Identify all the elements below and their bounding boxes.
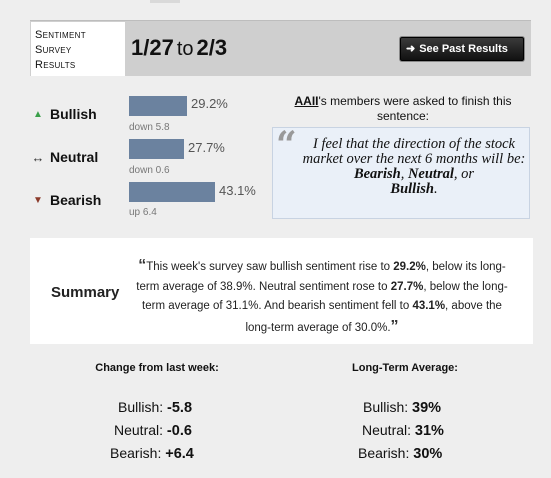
option-or: or	[461, 166, 475, 182]
neutral-row-label: ↔ Neutral	[31, 149, 99, 165]
date-to: to	[176, 38, 194, 60]
sentiment-survey-results-label: Sentiment Survey Results	[31, 22, 125, 76]
label-line: Sentiment	[35, 29, 86, 41]
results-header: Sentiment Survey Results 1/27 to 2/3 ➜ See …	[30, 20, 531, 76]
summary-panel: Summary “This week's survey saw bullish …	[30, 238, 533, 344]
change-value: -0.6	[166, 423, 192, 439]
quote-mark-icon: “	[276, 124, 297, 166]
change-label: Neutral:	[114, 422, 164, 438]
top-edge-fragment	[150, 0, 180, 3]
summary-title: Summary	[51, 284, 120, 301]
double-arrow-icon: ↔	[31, 149, 45, 165]
label-line: Results	[35, 59, 76, 71]
neutral-bar	[129, 139, 184, 159]
summary-neutral-value: 27.7%	[390, 280, 424, 293]
summary-text: “This week's survey saw bullish sentimen…	[133, 256, 511, 338]
bullish-row-label: ▲ Bullish	[31, 106, 97, 122]
close-quote-icon: ”	[390, 317, 399, 335]
bearish-bar	[129, 182, 215, 202]
survey-sentence: I feel that the direction of the stock m…	[302, 136, 526, 197]
summary-part: , above the long-term average of 30.0%.	[245, 300, 502, 334]
average-value: 31%	[414, 423, 444, 439]
summary-part: This week's survey saw bullish sentiment…	[146, 261, 394, 273]
neutral-change: down 0.6	[129, 165, 170, 176]
change-bearish: Bearish: +6.4	[110, 445, 194, 462]
change-from-last-week-title: Change from last week:	[95, 362, 219, 374]
summary-bearish-value: 43.1%	[412, 300, 446, 312]
date-end: 2/3	[196, 35, 228, 60]
see-past-results-button[interactable]: ➜ See Past Results	[400, 37, 524, 61]
summary-part: , below the long-term average of 31.1%. …	[142, 280, 508, 313]
date-start: 1/27	[131, 35, 174, 60]
prompt-text: 's members were asked to finish this sen…	[318, 94, 512, 123]
option-bearish: Bearish	[353, 166, 401, 182]
neutral-percent: 27.7%	[188, 140, 225, 155]
date-range: 1/27 to 2/3	[131, 35, 227, 61]
average-bearish: Bearish: 30%	[358, 445, 442, 462]
aaii-link[interactable]: AAII	[294, 94, 319, 108]
bearish-row-label: ▼ Bearish	[31, 192, 101, 208]
arrow-right-icon: ➜	[406, 43, 416, 55]
change-label: Bearish:	[110, 445, 162, 461]
see-past-results-label: See Past Results	[419, 43, 508, 55]
label-line: Survey	[35, 44, 72, 56]
survey-sentence-box: “ I feel that the direction of the stock…	[272, 124, 530, 219]
average-value: 39%	[412, 400, 442, 416]
bullish-label: Bullish	[50, 106, 97, 122]
average-label: Neutral:	[362, 422, 412, 438]
bullish-bar	[129, 96, 187, 116]
bearish-percent: 43.1%	[219, 183, 256, 198]
sentence-text: I feel that the direction of the stock m…	[302, 136, 526, 167]
survey-prompt: AAII's members were asked to finish this…	[288, 94, 518, 124]
change-label: Bullish:	[118, 399, 164, 415]
average-label: Bullish:	[363, 399, 409, 415]
summary-part: , below its long-term average of 38.9%. …	[136, 261, 506, 293]
option-bullish: Bullish	[390, 181, 434, 197]
summary-bullish-value: 29.2%	[393, 261, 426, 273]
change-bullish: Bullish: -5.8	[118, 399, 192, 416]
average-label: Bearish:	[358, 445, 410, 461]
long-term-average-title: Long-Term Average:	[352, 362, 458, 374]
neutral-label: Neutral	[50, 149, 99, 165]
triangle-down-icon: ▼	[33, 194, 43, 206]
bullish-change: down 5.8	[129, 122, 170, 133]
bearish-label: Bearish	[50, 192, 102, 208]
change-neutral: Neutral: -0.6	[114, 422, 192, 439]
average-bullish: Bullish: 39%	[363, 399, 441, 416]
triangle-up-icon: ▲	[33, 108, 43, 120]
bullish-percent: 29.2%	[191, 96, 228, 111]
change-value: +6.4	[165, 446, 194, 462]
change-value: -5.8	[167, 400, 193, 416]
average-value: 30%	[413, 446, 443, 462]
option-neutral: Neutral	[407, 166, 454, 182]
open-quote-icon: “	[138, 257, 147, 274]
average-neutral: Neutral: 31%	[362, 422, 444, 439]
bearish-change: up 6.4	[129, 207, 157, 218]
